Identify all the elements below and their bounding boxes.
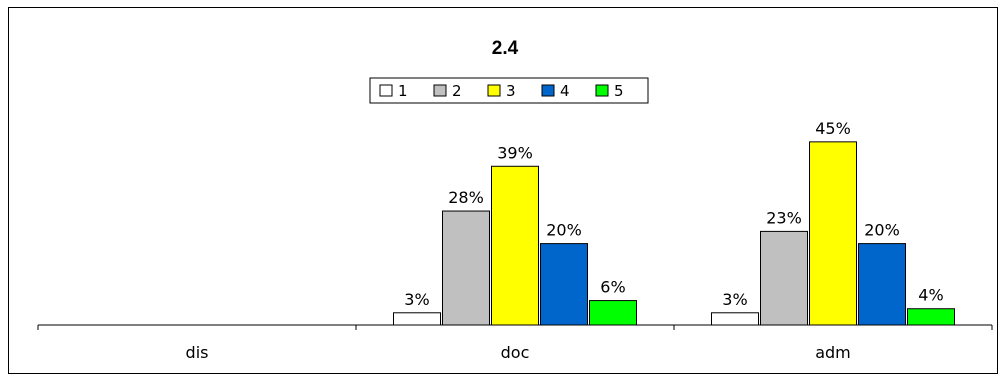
data-label-adm-series-4: 20% (864, 221, 900, 240)
data-label-adm-series-1: 3% (722, 290, 747, 309)
data-label-adm-series-5: 4% (918, 286, 943, 305)
x-axis: dis doc adm (37, 324, 993, 362)
legend-swatch-5 (595, 84, 609, 97)
legend-swatch-1 (379, 84, 393, 97)
data-label-doc-series-3: 39% (497, 143, 533, 162)
bar-adm-series-3 (809, 141, 857, 326)
data-label-adm-series-2: 23% (766, 208, 802, 227)
data-label-doc-series-2: 28% (448, 188, 484, 207)
legend-label-1: 1 (398, 82, 408, 100)
data-labels: 3% 28% 39% 20% 6% 3% 23% 45% 20% 4% (404, 119, 943, 309)
bar-adm-series-1 (711, 312, 759, 326)
bar-doc-series-2 (442, 210, 490, 326)
data-label-doc-series-5: 6% (600, 278, 625, 297)
legend-swatch-2 (433, 84, 447, 97)
bars (393, 141, 955, 326)
x-tick-label-adm: adm (815, 343, 851, 362)
data-label-doc-series-1: 3% (404, 290, 429, 309)
x-tick-label-doc: doc (501, 343, 530, 362)
legend-label-3: 3 (506, 82, 516, 100)
chart-title: 2.4 (492, 38, 519, 59)
bar-doc-series-4 (540, 243, 588, 326)
bar-adm-series-5 (907, 308, 955, 326)
bar-adm-series-2 (760, 230, 808, 326)
bar-doc-series-3 (491, 165, 539, 326)
legend-swatch-3 (487, 84, 501, 97)
legend-label-5: 5 (614, 82, 624, 100)
legend-swatch-4 (541, 84, 555, 97)
data-label-adm-series-3: 45% (815, 119, 851, 138)
data-label-doc-series-4: 20% (546, 221, 582, 240)
legend: 1 2 3 4 5 (369, 77, 649, 104)
bar-doc-series-5 (589, 300, 637, 326)
bar-doc-series-1 (393, 312, 441, 326)
bar-adm-series-4 (858, 243, 906, 326)
x-tick-label-dis: dis (186, 343, 209, 362)
legend-label-4: 4 (560, 82, 570, 100)
legend-label-2: 2 (452, 82, 462, 100)
